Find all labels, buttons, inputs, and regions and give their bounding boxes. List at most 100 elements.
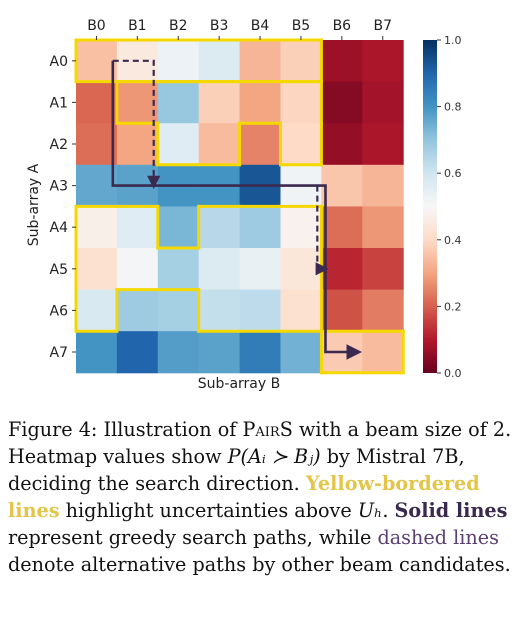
heatmap-cell-r6-c1: [116, 289, 159, 332]
y-tick-label: A6: [50, 303, 69, 319]
heatmap-cell-r0-c3: [198, 40, 241, 83]
heatmap-cells: [76, 40, 404, 374]
heatmap-cell-r7-c3: [198, 331, 241, 374]
heatmap-cell-r0-c0: [76, 40, 118, 83]
caption-uh: Uₕ: [357, 499, 383, 522]
x-axis-label: Sub-array B: [198, 376, 280, 392]
x-tick-label: B1: [128, 18, 147, 34]
caption-part1: Figure 4: Illustration of: [8, 418, 243, 441]
greedy-search-path: [111, 60, 363, 360]
heatmap-cell-r3-c6: [321, 164, 363, 207]
heatmap-cell-r0-c4: [239, 40, 281, 83]
caption-pairs: PairS: [242, 418, 293, 441]
y-tick-label: A7: [50, 345, 68, 361]
heatmap-cell-r7-c1: [116, 331, 159, 374]
heatmap-cell-r7-c5: [280, 331, 322, 374]
y-tick-label: A1: [50, 95, 68, 111]
colorbar-gradient: [423, 40, 437, 373]
heatmap-cell-r2-c4: [239, 123, 281, 166]
caption-part3: by Mistral 7B, deciding the search direc…: [8, 445, 465, 495]
heatmap-cell-r5-c6: [321, 248, 363, 291]
y-axis-ticks: A0 A1 A2 A3 A4 A5 A6 A7: [50, 54, 76, 361]
search-paths: [111, 59, 363, 360]
heatmap-cell-r5-c7: [362, 248, 404, 291]
caption-part4: highlight uncertainties above: [59, 499, 358, 522]
heatmap-cell-r2-c1: [116, 123, 159, 166]
heatmap-cell-r5-c2: [157, 248, 200, 291]
colorbar: 0.0 0.2 0.4 0.6 0.8 1.0: [423, 34, 462, 380]
heatmap-cell-r5-c0: [76, 248, 118, 291]
heatmap-cell-r0-c6: [321, 40, 363, 83]
heatmap-cell-r1-c3: [198, 81, 241, 124]
x-tick-label: B7: [373, 18, 392, 34]
heatmap-cell-r7-c4: [239, 331, 281, 374]
x-tick-label: B3: [210, 18, 229, 34]
heatmap-cell-r1-c0: [76, 81, 118, 124]
heatmap-cell-r1-c2: [157, 81, 200, 124]
heatmap-cell-r6-c0: [76, 289, 118, 332]
heatmap-cell-r2-c0: [76, 123, 118, 166]
heatmap-cell-r4-c3: [198, 206, 241, 249]
y-tick-label: A3: [50, 179, 68, 195]
heatmap-cell-r1-c1: [116, 81, 159, 124]
y-tick-label: A5: [50, 262, 68, 278]
heatmap-cell-r2-c2: [157, 123, 200, 166]
caption-solid: Solid lines: [394, 499, 508, 522]
heatmap-cell-r2-c6: [321, 123, 363, 166]
caption-formula: P(Aᵢ ≻ Bⱼ): [227, 445, 321, 468]
heatmap-cell-r0-c7: [362, 40, 404, 83]
heatmap-cell-r1-c4: [239, 81, 281, 124]
caption-part5: .: [382, 499, 395, 522]
colorbar-tick-label: 1.0: [444, 34, 462, 47]
caption-dashed: dashed lines: [377, 526, 499, 549]
heatmap-cell-r7-c0: [76, 331, 118, 374]
colorbar-tick-label: 0.8: [444, 101, 462, 114]
heatmap-cell-r3-c7: [362, 164, 404, 207]
heatmap-cell-r5-c1: [116, 248, 159, 291]
heatmap-cell-r0-c2: [157, 40, 200, 83]
y-axis-label: Sub-array A: [26, 163, 42, 246]
colorbar-tick-label: 0.4: [444, 234, 462, 247]
heatmap-cell-r6-c3: [198, 289, 241, 332]
heatmap-cell-r6-c6: [321, 289, 363, 332]
x-tick-label: B4: [251, 18, 270, 34]
heatmap-cell-r4-c4: [239, 206, 281, 249]
caption-part2: with a beam size of 2. Heatmap values sh…: [8, 418, 512, 468]
heatmap-cell-r2-c5: [280, 123, 322, 166]
colorbar-tick-label: 0.2: [444, 300, 462, 313]
y-tick-label: A2: [50, 137, 68, 153]
alternative-search-path-1: [315, 185, 329, 276]
heatmap-cell-r6-c4: [239, 289, 281, 332]
x-tick-label: B5: [292, 18, 311, 34]
colorbar-tick-label: 0.6: [444, 167, 462, 180]
heatmap-cell-r3-c0: [76, 164, 118, 207]
heatmap-cell-r5-c4: [239, 248, 281, 291]
heatmap-cell-r7-c2: [157, 331, 200, 374]
heatmap-cell-r7-c7: [362, 331, 404, 374]
heatmap-cell-r1-c5: [280, 81, 322, 124]
x-axis-ticks: B0 B1 B2 B3 B4 B5 B6 B7: [87, 18, 392, 40]
heatmap-cell-r6-c2: [157, 289, 200, 332]
x-tick-label: B0: [87, 18, 106, 34]
heatmap-cell-r4-c7: [362, 206, 404, 249]
heatmap-cell-r4-c0: [76, 206, 118, 249]
heatmap-cell-r5-c5: [280, 248, 322, 291]
heatmap-cell-r5-c3: [198, 248, 241, 291]
heatmap-cell-r4-c2: [157, 206, 200, 249]
heatmap-figure: B0 B1 B2 B3 B4 B5 B6 B7 A0 A1 A2 A3 A4 A5 A6 A7 Sub-ar…: [26, 18, 462, 392]
heatmap-cell-r6-c7: [362, 289, 404, 332]
caption-yellow: Yellow-bordered lines: [8, 472, 480, 522]
heatmap-cell-r2-c3: [198, 123, 241, 166]
heatmap-cell-r2-c7: [362, 123, 404, 166]
heatmap-cell-r4-c1: [116, 206, 159, 249]
heatmap-cell-r1-c7: [362, 81, 404, 124]
x-tick-label: B6: [333, 18, 352, 34]
x-tick-label: B2: [169, 18, 188, 34]
heatmap-cell-r0-c5: [280, 40, 322, 83]
heatmap-cell-r6-c5: [280, 289, 322, 332]
heatmap-cell-r1-c6: [321, 81, 363, 124]
y-tick-label: A4: [50, 220, 69, 236]
heatmap-cell-r4-c5: [280, 206, 322, 249]
figure-caption: Figure 4: Illustration of PairS with a b…: [8, 416, 518, 578]
colorbar-tick-label: 0.0: [444, 367, 462, 380]
